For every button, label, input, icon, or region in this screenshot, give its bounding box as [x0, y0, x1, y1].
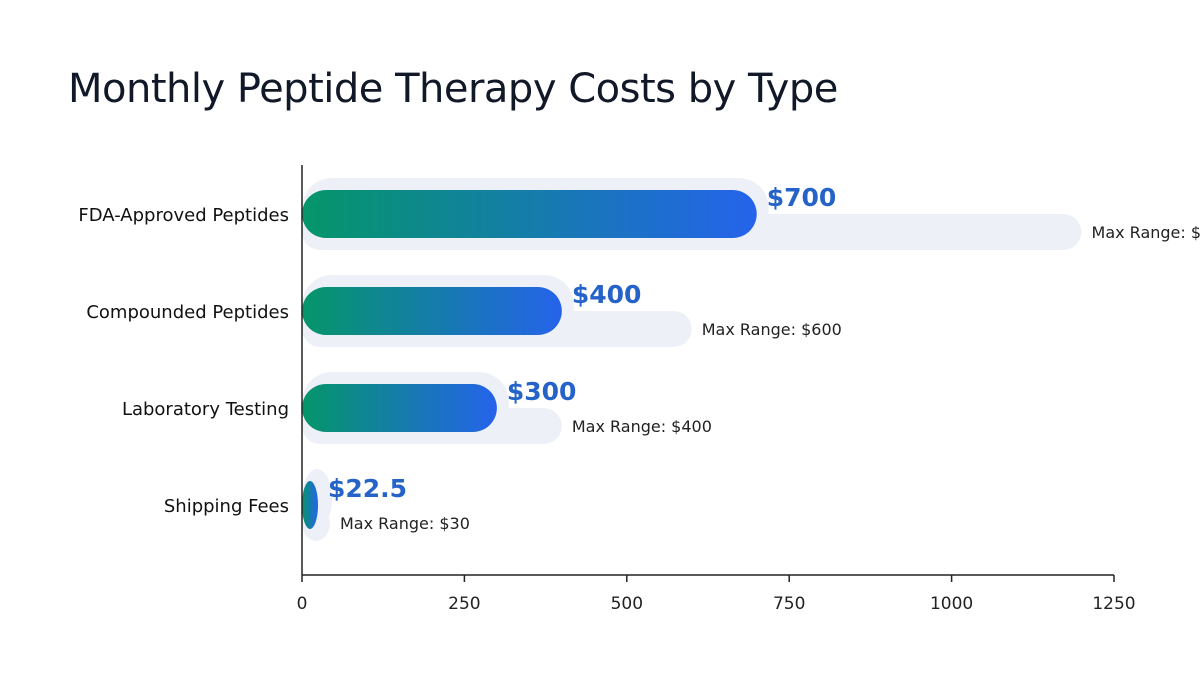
category-label: Laboratory Testing [122, 399, 289, 420]
x-tick-label: 1000 [930, 594, 973, 614]
max-range-label: Max Range: $600 [702, 320, 842, 339]
x-tick-label: 500 [611, 594, 643, 614]
x-tick-label: 250 [448, 594, 480, 614]
value-label: $700 [767, 183, 837, 212]
max-range-label: Max Range: $30 [340, 514, 470, 533]
chart-title: Monthly Peptide Therapy Costs by Type [68, 66, 838, 112]
value-label: $22.5 [328, 474, 407, 503]
x-tick-label: 750 [773, 594, 805, 614]
value-bar [302, 287, 562, 335]
max-range-label: Max Range: $400 [572, 417, 712, 436]
value-label: $400 [572, 280, 642, 309]
category-label: Shipping Fees [164, 496, 289, 517]
category-label: FDA-Approved Peptides [78, 205, 289, 226]
value-bar [302, 190, 757, 238]
max-range-label: Max Range: $1200 [1092, 223, 1200, 242]
category-label: Compounded Peptides [86, 302, 289, 323]
value-bar [302, 384, 497, 432]
value-label: $300 [507, 377, 577, 406]
x-tick-label: 1250 [1092, 594, 1135, 614]
x-tick-label: 0 [297, 594, 308, 614]
value-bar [302, 481, 318, 529]
